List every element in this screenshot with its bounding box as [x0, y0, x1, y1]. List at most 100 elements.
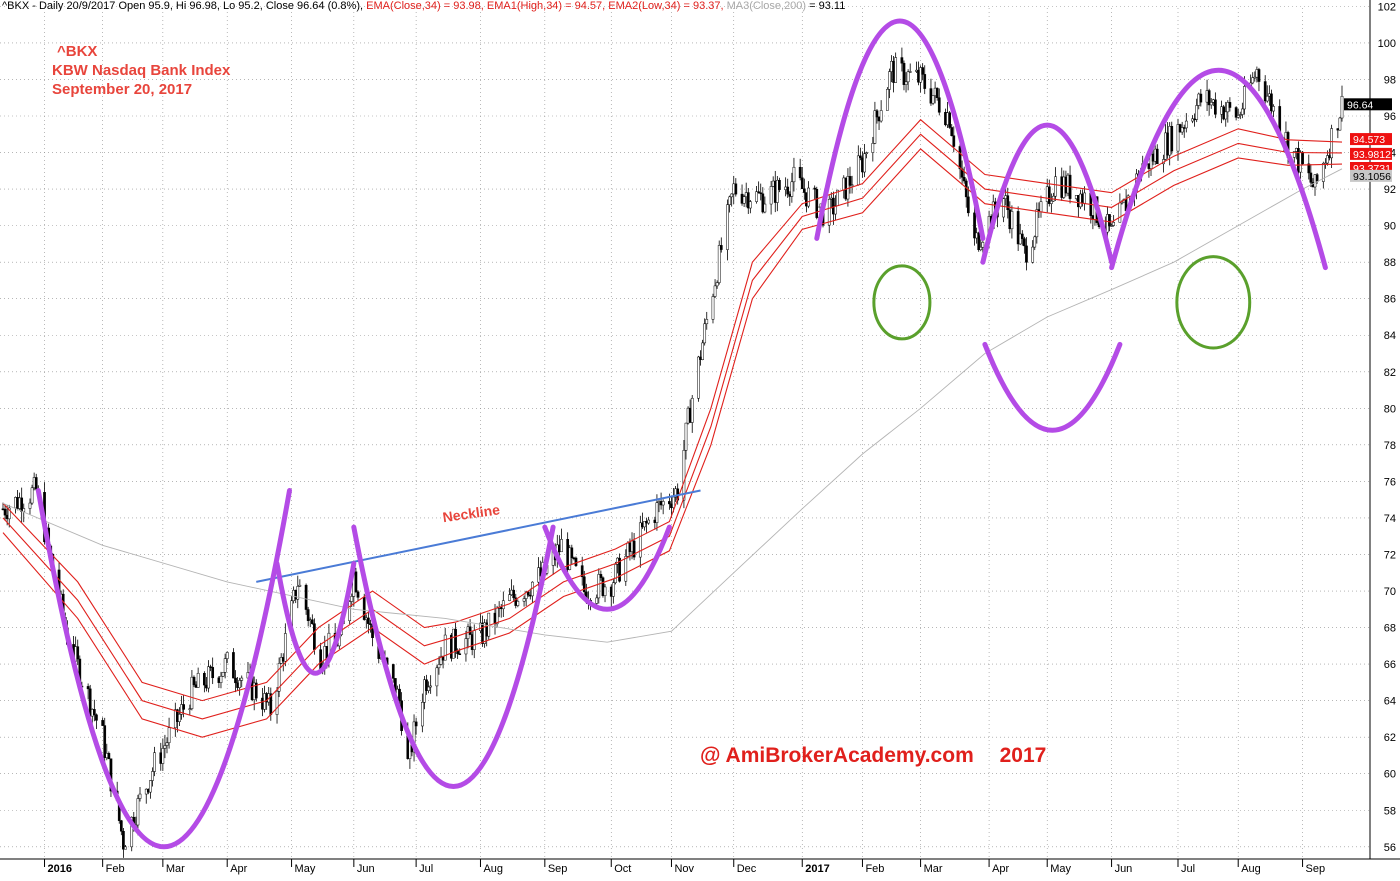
- candle-body: [1018, 233, 1022, 245]
- candle-body: [1265, 95, 1269, 102]
- candle-body: [101, 720, 104, 726]
- candle-body: [611, 582, 615, 597]
- candle-body: [921, 67, 925, 75]
- candle-body: [875, 110, 879, 118]
- candle-body: [582, 576, 586, 593]
- x-tick-label: Apr: [992, 863, 1009, 875]
- candle-body: [296, 586, 300, 600]
- candle-body: [119, 820, 123, 832]
- chart-title: KBW Nasdaq Bank Index: [52, 62, 231, 79]
- x-tick-label: Mar: [924, 863, 943, 875]
- value-label-bg: [1350, 147, 1392, 160]
- candle-body: [813, 187, 817, 190]
- candle-body: [468, 626, 472, 635]
- candle-body: [757, 191, 761, 193]
- candle-body: [306, 609, 310, 621]
- candle-body: [647, 519, 650, 524]
- candle-body: [203, 672, 206, 686]
- candle-body: [834, 205, 837, 215]
- candle-body: [977, 232, 981, 251]
- candle-body: [350, 596, 354, 602]
- candle-body: [188, 708, 192, 710]
- candle-body: [512, 589, 516, 599]
- candle-body: [618, 557, 621, 582]
- header-ma-value: = 93.11: [809, 0, 846, 12]
- candle-body: [728, 196, 731, 205]
- x-tick-label: Jun: [1115, 863, 1133, 875]
- candle-body: [435, 667, 439, 687]
- candle-body: [423, 679, 426, 703]
- candle-body: [22, 508, 26, 512]
- candle-body: [1170, 126, 1174, 152]
- candle-body: [1207, 90, 1211, 106]
- y-tick-label: 98: [1384, 74, 1396, 86]
- value-label: 93.1056: [1353, 171, 1391, 183]
- x-tick-label: 2017: [805, 863, 829, 875]
- candle-body: [668, 501, 671, 505]
- candle-body: [354, 571, 358, 593]
- candle-body: [960, 168, 964, 178]
- candle-body: [1010, 211, 1014, 230]
- candle-body: [1118, 202, 1122, 223]
- x-tick-label: Sep: [1306, 863, 1326, 875]
- candle-body: [601, 577, 605, 596]
- x-tick-label: Feb: [865, 863, 884, 875]
- candle-body: [1120, 201, 1124, 204]
- chart-header: ^BKX - Daily 20/9/2017 Open 95.9, Hi 96.…: [2, 0, 846, 12]
- candle-body: [1224, 111, 1228, 120]
- candle-body: [1176, 124, 1180, 152]
- candle-body: [958, 146, 962, 170]
- candle-body: [873, 110, 877, 144]
- candle-body: [1340, 95, 1344, 119]
- candle-body: [950, 127, 954, 136]
- x-tick-label: Dec: [737, 863, 757, 875]
- candle-body: [888, 71, 891, 90]
- candle-body: [778, 179, 781, 190]
- candle-body: [815, 188, 819, 218]
- candle-body: [908, 71, 912, 73]
- candle-body: [672, 496, 675, 508]
- candle-body: [136, 798, 140, 826]
- candle-body: [1253, 76, 1257, 79]
- x-tick-label: Jul: [1181, 863, 1195, 875]
- candle-body: [763, 203, 767, 213]
- candle-body: [850, 184, 854, 187]
- candle-body: [979, 246, 983, 251]
- candle-body: [1112, 222, 1115, 226]
- candle-body: [526, 591, 530, 596]
- y-tick-label: 102: [1378, 1, 1396, 13]
- candle-body: [684, 422, 688, 451]
- candle-body: [254, 682, 258, 699]
- candle-body: [165, 742, 169, 746]
- candle-body: [454, 628, 457, 652]
- face-left-eye: [872, 264, 932, 341]
- candle-body: [952, 135, 956, 147]
- candle-body: [761, 193, 765, 213]
- header-symbol-line: ^BKX - Daily 20/9/2017 Open 95.9, Hi 96.…: [2, 0, 360, 12]
- candle-body: [1234, 107, 1238, 118]
- candle-body: [443, 634, 447, 661]
- candle-body: [900, 57, 904, 64]
- candle-body: [1309, 172, 1313, 183]
- candle-body: [149, 780, 152, 793]
- candle-body: [931, 95, 935, 104]
- candle-body: [827, 199, 831, 226]
- x-tick-label: 2016: [48, 863, 72, 875]
- candle-body: [76, 646, 80, 660]
- candle-body: [1199, 93, 1203, 103]
- candle-body: [643, 521, 646, 528]
- candle-body: [1031, 246, 1035, 263]
- x-tick-label: Oct: [614, 863, 631, 875]
- chart-date: September 20, 2017: [52, 81, 193, 98]
- candle-body: [599, 574, 603, 578]
- candle-body: [1108, 214, 1111, 227]
- candle-body: [1016, 211, 1020, 245]
- header-ma-label: MA3(Close,200): [726, 0, 807, 12]
- candle-body: [574, 557, 578, 566]
- candle-body: [163, 745, 167, 749]
- candle-body: [1047, 186, 1051, 204]
- candle-body: [748, 201, 752, 209]
- x-tick-label: Feb: [106, 863, 125, 875]
- y-tick-label: 82: [1384, 367, 1396, 379]
- x-tick-label: Nov: [674, 863, 694, 875]
